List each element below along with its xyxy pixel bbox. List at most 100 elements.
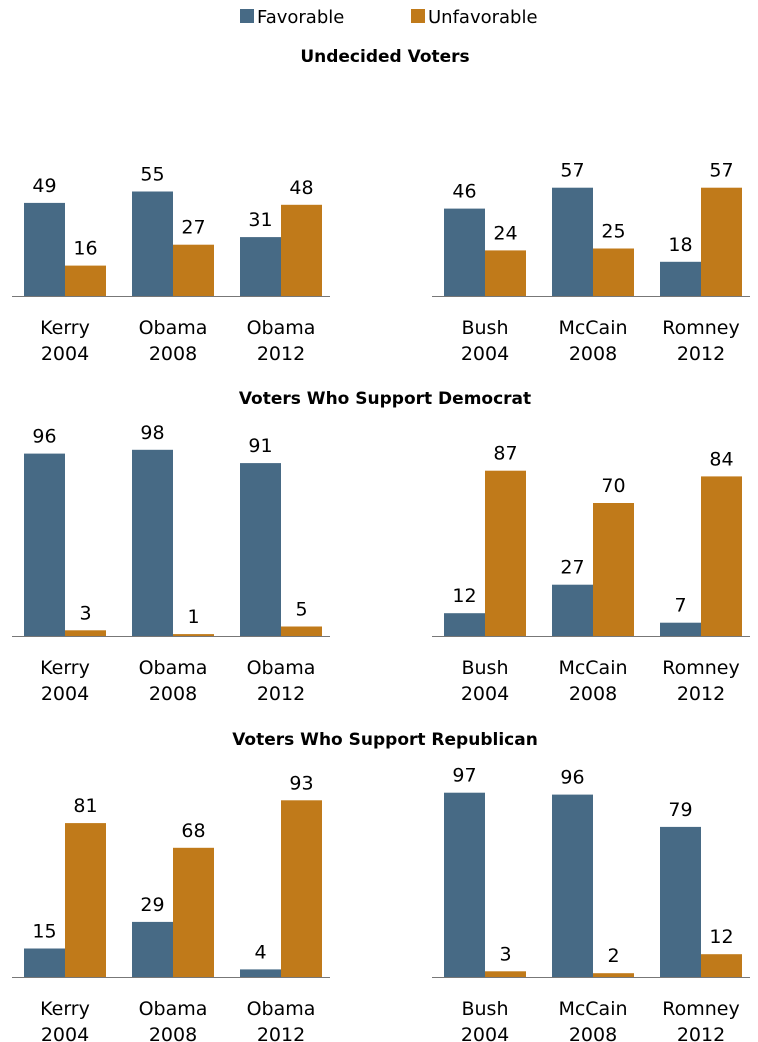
- bar-favorable-2-1: [444, 209, 485, 296]
- category-label: 2012: [257, 343, 305, 365]
- chart-panel-5: 15 81 Kerry 2004 29 68 Obama 2008 4 93 Obama 2012: [12, 772, 330, 1042]
- bar-favorable-4-2: [552, 585, 593, 636]
- value-label: 81: [73, 795, 97, 817]
- bar-favorable-6-2: [552, 795, 593, 977]
- category-label: Obama: [247, 317, 316, 339]
- category-label: 2008: [569, 343, 617, 365]
- value-label: 18: [668, 234, 692, 256]
- bar-favorable-1-1: [24, 203, 65, 296]
- category-label: Romney: [662, 657, 739, 679]
- category-label: Obama: [247, 998, 316, 1020]
- category-label: 2008: [569, 1024, 617, 1042]
- category-label: Kerry: [40, 657, 90, 679]
- value-label: 29: [140, 894, 164, 916]
- value-label: 7: [674, 595, 686, 617]
- bar-unfavorable-2-2: [593, 249, 634, 297]
- bar-favorable-5-3: [240, 969, 281, 977]
- value-label: 3: [79, 602, 91, 624]
- legend-label-favorable: Favorable: [257, 7, 344, 28]
- legend-swatch-unfavorable: [411, 9, 425, 23]
- category-label: 2004: [41, 683, 89, 705]
- value-label: 12: [452, 585, 476, 607]
- category-label: McCain: [558, 657, 627, 679]
- bar-unfavorable-3-2: [173, 634, 214, 636]
- value-label: 2: [607, 945, 619, 967]
- bar-favorable-3-2: [132, 450, 173, 636]
- value-label: 5: [295, 599, 307, 621]
- bar-favorable-1-3: [240, 237, 281, 296]
- bar-favorable-5-2: [132, 922, 173, 977]
- section-title-democrat: Voters Who Support Democrat: [239, 389, 531, 409]
- legend-swatch-favorable: [240, 9, 254, 23]
- category-label: 2012: [677, 343, 725, 365]
- bar-unfavorable-2-3: [701, 188, 742, 296]
- chart-panel-4: 12 87 Bush 2004 27 70 McCain 2008 7 84 Romney 2012: [432, 443, 750, 705]
- category-label: 2008: [149, 683, 197, 705]
- chart-panel-1: 49 16 Kerry 2004 55 27 Obama 2008 31 48 Obama 2012: [12, 164, 330, 366]
- value-label: 70: [601, 475, 625, 497]
- category-label: 2008: [569, 683, 617, 705]
- value-label: 96: [560, 767, 584, 789]
- value-label: 15: [32, 921, 56, 943]
- bar-unfavorable-3-1: [65, 630, 106, 636]
- category-label: 2004: [41, 343, 89, 365]
- bar-unfavorable-3-3: [281, 627, 322, 637]
- category-label: 2012: [257, 683, 305, 705]
- category-label: Kerry: [40, 317, 90, 339]
- value-label: 46: [452, 181, 476, 203]
- value-label: 79: [668, 799, 692, 821]
- value-label: 87: [493, 443, 517, 465]
- value-label: 97: [452, 765, 476, 787]
- category-label: Bush: [461, 998, 508, 1020]
- bar-unfavorable-1-2: [173, 245, 214, 296]
- category-label: McCain: [558, 998, 627, 1020]
- value-label: 25: [601, 221, 625, 243]
- category-label: 2012: [257, 1024, 305, 1042]
- value-label: 57: [560, 160, 584, 182]
- section-title-undecided: Undecided Voters: [300, 47, 469, 67]
- category-label: 2004: [41, 1024, 89, 1042]
- bar-favorable-2-3: [660, 262, 701, 296]
- legend: Favorable Unfavorable: [240, 7, 538, 28]
- bar-unfavorable-6-3: [701, 954, 742, 977]
- category-label: Obama: [139, 998, 208, 1020]
- bar-unfavorable-2-1: [485, 250, 526, 296]
- value-label: 57: [709, 160, 733, 182]
- value-label: 49: [32, 175, 56, 197]
- category-label: Obama: [139, 657, 208, 679]
- value-label: 98: [140, 422, 164, 444]
- bar-unfavorable-5-2: [173, 848, 214, 977]
- value-label: 93: [289, 772, 313, 794]
- value-label: 96: [32, 426, 56, 448]
- value-label: 1: [187, 606, 199, 628]
- value-label: 3: [499, 943, 511, 965]
- chart-panel-6: 97 3 Bush 2004 96 2 McCain 2008 79 12 Romney 2012: [432, 765, 750, 1042]
- bar-favorable-1-2: [132, 192, 173, 297]
- category-label: 2004: [461, 1024, 509, 1042]
- category-label: 2012: [677, 1024, 725, 1042]
- category-label: 2008: [149, 1024, 197, 1042]
- category-label: Romney: [662, 317, 739, 339]
- bar-unfavorable-1-3: [281, 205, 322, 296]
- section-title-republican: Voters Who Support Republican: [232, 730, 538, 750]
- bar-favorable-4-3: [660, 623, 701, 636]
- value-label: 91: [248, 435, 272, 457]
- category-label: Bush: [461, 657, 508, 679]
- value-label: 12: [709, 926, 733, 948]
- bar-favorable-3-1: [24, 454, 65, 636]
- category-label: 2008: [149, 343, 197, 365]
- chart-panel-3: 96 3 Kerry 2004 98 1 Obama 2008 91 5 Obama 2012: [12, 422, 330, 705]
- value-label: 84: [709, 448, 733, 470]
- value-label: 24: [493, 222, 517, 244]
- chart-panel-2: 46 24 Bush 2004 57 25 McCain 2008 18 57 Romney 2012: [432, 160, 750, 365]
- value-label: 31: [248, 209, 272, 231]
- bar-unfavorable-5-3: [281, 800, 322, 977]
- category-label: 2004: [461, 683, 509, 705]
- category-label: Obama: [139, 317, 208, 339]
- bar-favorable-4-1: [444, 613, 485, 636]
- bar-unfavorable-6-1: [485, 971, 526, 977]
- legend-label-unfavorable: Unfavorable: [428, 7, 538, 28]
- bar-unfavorable-4-3: [701, 476, 742, 636]
- category-label: Bush: [461, 317, 508, 339]
